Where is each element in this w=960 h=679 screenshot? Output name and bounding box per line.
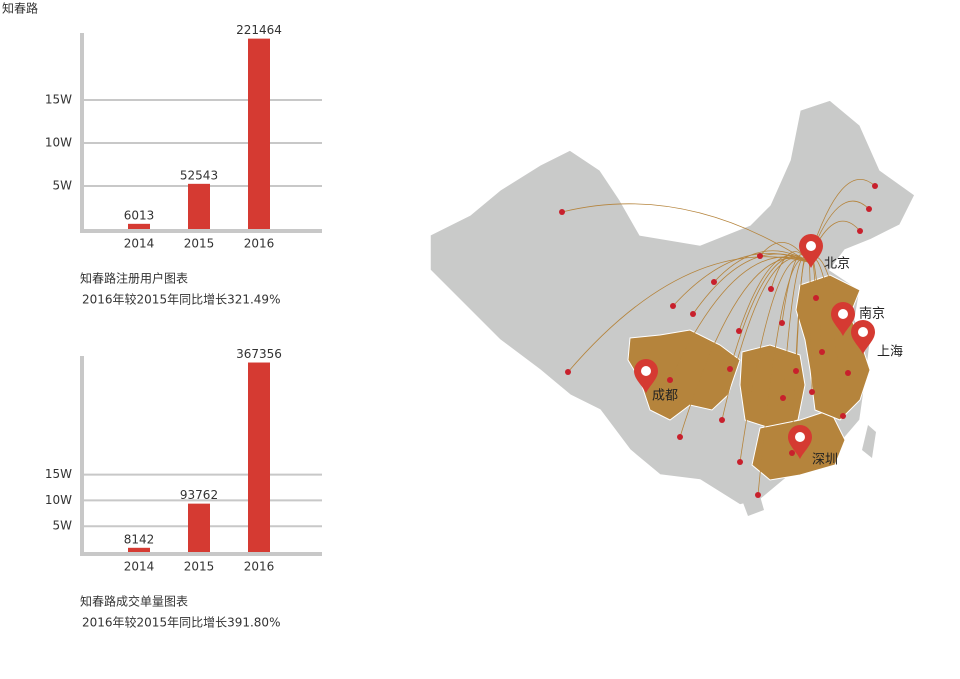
value-label: 221464: [236, 23, 282, 37]
y-tick-label: 10W: [45, 136, 72, 150]
x-tick-label: 2014: [124, 560, 155, 574]
route-dot: [872, 183, 878, 189]
chart-title: 知春路注册用户图表: [80, 271, 188, 286]
route-dot: [840, 413, 846, 419]
route-dot: [565, 369, 571, 375]
route-dot: [819, 349, 825, 355]
x-tick-label: 2014: [124, 237, 155, 251]
route-dot: [813, 295, 819, 301]
route-dot: [737, 459, 743, 465]
city-label: 成都: [652, 389, 678, 404]
route-dot: [755, 492, 761, 498]
y-axis: [80, 356, 84, 556]
route: [738, 254, 809, 332]
route: [679, 257, 809, 438]
route-dot: [736, 328, 742, 334]
pin-hole: [838, 309, 848, 319]
city-label: 北京: [824, 257, 850, 272]
pin-hole: [795, 432, 805, 442]
bar: [128, 223, 150, 229]
route-dot: [670, 303, 676, 309]
y-tick-label: 5W: [53, 519, 73, 533]
bar: [188, 503, 210, 552]
value-label: 52543: [180, 168, 218, 182]
chart-title: 知春路成交单量图表: [80, 594, 188, 609]
pin-hole: [641, 366, 651, 376]
route-dot: [866, 206, 872, 212]
bar: [248, 362, 270, 552]
page-label: 知春路: [2, 1, 38, 16]
route-dot: [690, 311, 696, 317]
route-dot: [780, 395, 786, 401]
chart-subtitle: 2016年较2015年同比增长391.80%: [82, 615, 280, 630]
route-dot: [768, 286, 774, 292]
route-dot: [727, 366, 733, 372]
route-dot: [677, 434, 683, 440]
x-tick-label: 2015: [184, 560, 215, 574]
route: [729, 256, 809, 370]
x-tick-label: 2015: [184, 237, 215, 251]
route-dot: [757, 253, 763, 259]
pin-hole: [806, 241, 816, 251]
route: [757, 258, 809, 496]
x-axis: [80, 229, 322, 233]
route-dot: [719, 417, 725, 423]
bar: [128, 547, 150, 552]
x-axis: [80, 552, 322, 556]
route-dot: [857, 228, 863, 234]
y-tick-label: 5W: [53, 179, 73, 193]
value-label: 8142: [124, 532, 155, 546]
route-dot: [793, 368, 799, 374]
value-label: 367356: [236, 347, 282, 361]
route-dot: [779, 320, 785, 326]
city-label: 上海: [877, 345, 903, 360]
route-dot: [667, 377, 673, 383]
city-label: 深圳: [812, 453, 838, 468]
y-tick-label: 10W: [45, 493, 72, 507]
route-dot: [559, 209, 565, 215]
route: [721, 257, 809, 421]
value-label: 6013: [124, 208, 155, 222]
route-dot: [789, 450, 795, 456]
y-tick-label: 15W: [45, 467, 72, 481]
bar: [188, 183, 210, 229]
route: [669, 256, 809, 381]
y-tick-label: 15W: [45, 93, 72, 107]
route-dots: [559, 183, 878, 498]
route-dot: [711, 279, 717, 285]
hainan: [742, 496, 764, 516]
taiwan: [862, 425, 876, 458]
city-label: 南京: [859, 306, 885, 322]
route-dot: [809, 389, 815, 395]
pin-hole: [858, 327, 868, 337]
chart-subtitle: 2016年较2015年同比增长321.49%: [82, 292, 280, 307]
value-label: 93762: [180, 488, 218, 502]
bar: [248, 38, 270, 229]
x-tick-label: 2016: [244, 237, 275, 251]
y-axis: [80, 33, 84, 233]
x-tick-label: 2016: [244, 560, 275, 574]
route: [739, 258, 809, 463]
route-dot: [845, 370, 851, 376]
